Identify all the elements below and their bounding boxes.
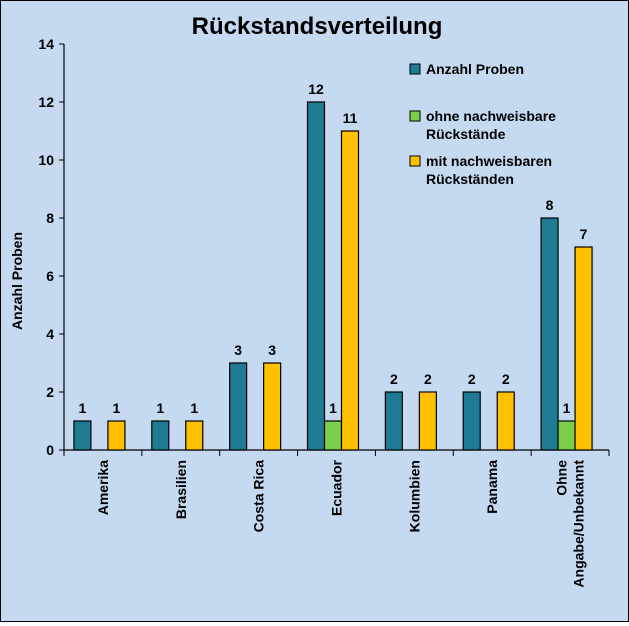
bar-mit-nachweisbaren-kolumbien bbox=[418, 391, 437, 451]
bar-anzahl-proben-panama bbox=[462, 391, 481, 451]
bar-anzahl-proben-ecuador bbox=[306, 101, 326, 451]
y-tick-label: 14 bbox=[38, 36, 54, 52]
bar-anzahl-proben-brasilien bbox=[151, 420, 170, 451]
legend-label-mit-nachweisbaren: mit nachweisbaren Rückständen bbox=[426, 153, 552, 187]
data-label: 2 bbox=[424, 371, 432, 387]
data-label: 1 bbox=[113, 400, 121, 416]
data-label: 2 bbox=[390, 371, 398, 387]
bar-ohne-nachweisbare-ecuador bbox=[323, 420, 343, 451]
x-tick-label-ecuador: Ecuador bbox=[329, 459, 345, 516]
data-label: 1 bbox=[563, 400, 571, 416]
y-tick-label: 12 bbox=[38, 94, 54, 110]
y-tick-label: 4 bbox=[46, 326, 54, 342]
bar-anzahl-proben-amerika bbox=[73, 420, 92, 451]
data-label: 3 bbox=[234, 342, 242, 358]
y-tick-label: 2 bbox=[46, 384, 54, 400]
bar-mit-nachweisbaren-ecuador bbox=[340, 130, 360, 451]
bar-mit-nachweisbaren-ohne-angabe-unbekannt bbox=[574, 246, 593, 451]
bar-anzahl-proben-kolumbien bbox=[384, 391, 403, 451]
legend: Anzahl Proben ohne nachweisbare Rückstände… bbox=[409, 61, 556, 187]
y-tick-label: 8 bbox=[46, 210, 54, 226]
y-axis-label: Anzahl Proben bbox=[9, 232, 25, 330]
x-tick-label-costa-rica: Costa Rica bbox=[251, 460, 267, 533]
bar-anzahl-proben-ohne-angabe-unbekannt bbox=[540, 217, 559, 451]
data-label: 1 bbox=[156, 400, 164, 416]
data-label: 11 bbox=[343, 110, 358, 126]
x-tick-label-amerika: Amerika bbox=[95, 460, 111, 515]
data-label: 2 bbox=[502, 371, 510, 387]
bar-mit-nachweisbaren-panama bbox=[496, 391, 515, 451]
x-tick-label-kolumbien: Kolumbien bbox=[406, 460, 422, 532]
data-label: 7 bbox=[580, 226, 588, 242]
data-label: 8 bbox=[546, 197, 554, 213]
bar-mit-nachweisbaren-costa-rica bbox=[263, 362, 282, 451]
bar-mit-nachweisbaren-amerika bbox=[107, 420, 126, 451]
legend-swatch-anzahl-proben bbox=[409, 63, 421, 75]
legend-swatch-mit-nachweisbaren bbox=[409, 155, 421, 167]
data-label: 1 bbox=[190, 400, 198, 416]
x-tick-label-brasilien: Brasilien bbox=[173, 460, 189, 519]
y-tick-label: 0 bbox=[46, 442, 54, 458]
data-label: 1 bbox=[329, 400, 337, 416]
legend-label-ohne-nachweisbare: ohne nachweisbare Rückstände bbox=[426, 108, 556, 142]
bar-anzahl-proben-costa-rica bbox=[229, 362, 248, 451]
y-tick-label: 10 bbox=[38, 152, 54, 168]
y-tick-label: 6 bbox=[46, 268, 54, 284]
data-label: 12 bbox=[308, 81, 324, 97]
legend-swatch-ohne-nachweisbare bbox=[409, 110, 421, 122]
bar-ohne-nachweisbare-ohne-angabe-unbekannt bbox=[557, 420, 576, 451]
x-tick-label-ohne-angabe-unbekannt: OhneAngabe/Unbekannt bbox=[554, 460, 587, 588]
data-label: 3 bbox=[268, 342, 276, 358]
bar-mit-nachweisbaren-brasilien bbox=[185, 420, 204, 451]
data-label: 1 bbox=[79, 400, 87, 416]
chart-title: Rückstandsverteilung bbox=[192, 13, 443, 40]
legend-label-anzahl-proben: Anzahl Proben bbox=[426, 61, 524, 77]
x-tick-label-panama: Panama bbox=[484, 460, 500, 514]
data-label: 2 bbox=[468, 371, 476, 387]
